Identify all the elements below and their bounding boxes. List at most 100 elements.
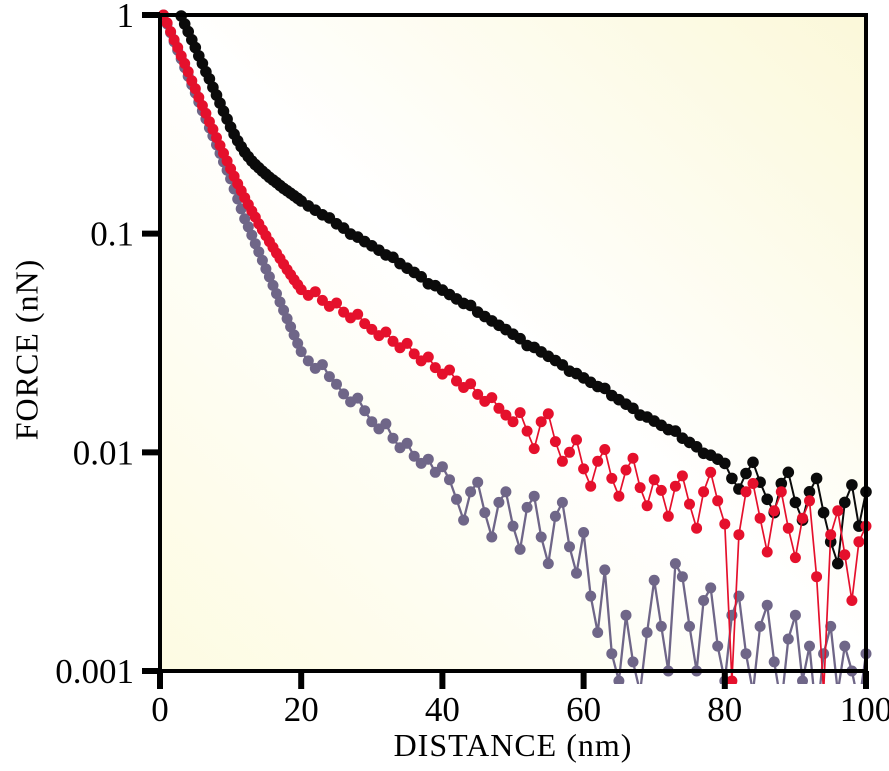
gray-data-point <box>768 656 780 668</box>
x-tick-label: 100 <box>840 690 889 729</box>
black-data-point <box>415 271 428 283</box>
gray-data-point <box>278 304 290 316</box>
gray-data-point <box>698 595 710 606</box>
red-data-point <box>380 326 392 338</box>
gray-data-point <box>514 543 526 555</box>
red-data-point <box>500 409 512 421</box>
red-data-point <box>564 446 575 458</box>
black-data-point <box>839 496 851 509</box>
gray-data-point <box>676 571 688 583</box>
plot-background <box>160 15 866 671</box>
gray-data-point <box>295 346 307 358</box>
gray-data-point <box>359 405 371 417</box>
gray-data-point <box>684 620 695 632</box>
red-data-point <box>669 480 681 492</box>
red-data-point <box>521 425 533 437</box>
red-data-point <box>684 498 695 510</box>
gray-data-point <box>486 531 498 543</box>
gray-data-point <box>465 486 477 498</box>
red-data-point <box>486 392 498 404</box>
red-data-point <box>789 552 801 564</box>
gray-data-point <box>292 337 304 349</box>
gray-data-point <box>818 648 830 660</box>
red-data-point <box>528 443 540 455</box>
gray-data-point <box>804 640 815 652</box>
red-data-point <box>189 83 201 95</box>
gray-data-point <box>338 388 350 400</box>
gray-data-point <box>316 359 328 371</box>
red-data-point <box>493 402 505 414</box>
red-data-point <box>514 407 526 419</box>
red-data-point <box>782 522 794 534</box>
red-data-point <box>535 416 547 428</box>
red-data-point <box>387 335 399 347</box>
gray-data-point <box>331 378 342 390</box>
gray-data-point <box>655 620 667 632</box>
gray-data-point <box>249 238 261 250</box>
red-data-point <box>811 571 823 583</box>
gray-data-point <box>408 450 420 462</box>
red-data-point <box>775 486 787 498</box>
black-data-point <box>740 467 752 480</box>
gray-data-point <box>635 687 646 698</box>
red-data-point <box>712 495 724 507</box>
gray-data-point <box>288 329 300 341</box>
gray-data-point <box>535 531 547 543</box>
x-tick-label: 20 <box>284 690 319 729</box>
red-data-point <box>839 549 851 561</box>
x-axis-title: DISTANCE (nm) <box>393 727 633 763</box>
red-data-point <box>542 408 554 420</box>
gray-data-point <box>387 432 399 444</box>
gray-data-point <box>585 590 597 602</box>
red-data-point <box>740 486 752 498</box>
gray-data-point <box>422 453 434 465</box>
gray-data-point <box>754 620 766 632</box>
gray-data-point <box>542 558 554 570</box>
gray-data-point <box>271 288 282 300</box>
red-data-point <box>825 529 837 541</box>
series-red <box>158 9 872 684</box>
black-data-point <box>817 506 830 519</box>
black-data-point <box>782 466 795 479</box>
gray-data-point <box>782 633 794 645</box>
gray-data-point <box>444 474 455 486</box>
x-tick-label: 0 <box>151 690 169 729</box>
gray-data-point <box>606 648 618 660</box>
red-data-point <box>662 510 674 522</box>
black-data-point <box>599 382 611 395</box>
y-tick-label: 1 <box>117 0 135 35</box>
gray-data-point <box>507 520 519 532</box>
y-axis-title: FORCE (nN) <box>8 258 45 441</box>
black-data-point <box>775 477 788 490</box>
red-data-point <box>578 463 590 475</box>
gray-data-point <box>274 296 286 308</box>
red-data-point <box>366 323 378 335</box>
gray-data-point <box>705 582 717 594</box>
red-data-point <box>182 66 194 78</box>
red-data-point <box>797 512 808 524</box>
red-data-point <box>571 434 582 446</box>
red-data-point <box>408 348 420 360</box>
red-data-point <box>599 444 611 455</box>
red-data-point <box>648 474 660 486</box>
red-data-point <box>853 536 865 548</box>
red-data-point <box>613 490 625 502</box>
black-data-point <box>761 493 773 506</box>
gray-data-point <box>401 437 413 449</box>
gray-data-point <box>528 490 540 502</box>
gray-data-point <box>285 321 297 333</box>
gray-data-point <box>599 564 611 576</box>
gray-data-point <box>592 627 604 638</box>
black-data-point <box>789 496 802 509</box>
red-data-point <box>641 500 653 512</box>
red-data-point <box>465 378 477 390</box>
axis-frame <box>158 13 868 673</box>
red-data-point <box>549 436 561 448</box>
gray-data-point <box>825 620 837 632</box>
red-data-point <box>179 58 191 69</box>
gray-data-point <box>521 501 533 513</box>
gray-data-point <box>281 313 293 325</box>
black-data-point <box>810 472 823 485</box>
